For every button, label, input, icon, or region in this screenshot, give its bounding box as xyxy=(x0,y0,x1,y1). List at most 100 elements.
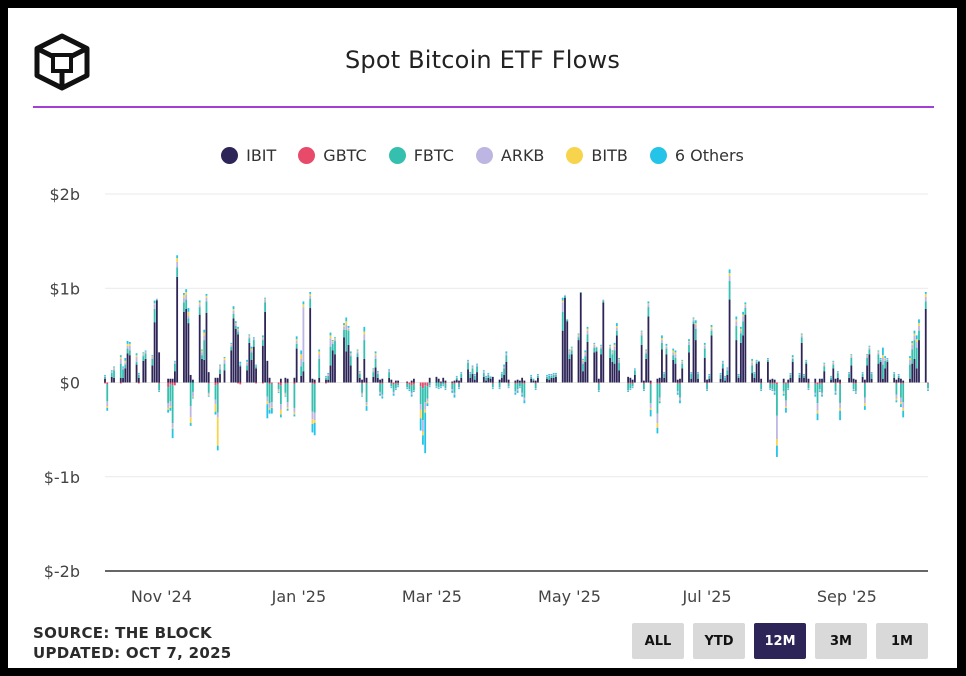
flow-bar-segment xyxy=(334,339,336,342)
flow-bar-segment xyxy=(331,341,334,344)
flow-bar-segment xyxy=(110,371,113,374)
flow-bar-segment xyxy=(158,390,161,391)
flow-bar-segment xyxy=(742,316,745,322)
flow-bar-segment xyxy=(426,401,429,404)
flow-bar-segment xyxy=(135,357,138,362)
flow-bar-segment xyxy=(663,373,666,375)
flow-bar-segment xyxy=(676,379,679,383)
range-button-12m[interactable]: 12M xyxy=(754,623,806,659)
flow-bar-segment xyxy=(444,389,447,391)
flow-bar-segment xyxy=(631,382,634,384)
range-button-all[interactable]: ALL xyxy=(632,623,684,659)
flow-bar-segment xyxy=(374,367,377,383)
flow-bar-segment xyxy=(246,361,248,363)
flow-bar-segment xyxy=(579,292,582,293)
flow-bar-segment xyxy=(356,349,359,351)
flow-bar-segment xyxy=(769,389,772,391)
flow-bar-segment xyxy=(546,376,548,379)
flow-bar-segment xyxy=(126,353,129,383)
flow-bar-segment xyxy=(514,390,517,393)
flow-bar-segment xyxy=(656,423,659,428)
flow-bar-segment xyxy=(207,392,210,395)
flow-bar-segment xyxy=(345,317,348,322)
flow-bar-segment xyxy=(295,343,298,349)
the-block-logo-icon xyxy=(34,33,90,91)
flow-bar-segment xyxy=(302,304,305,308)
flow-bar-segment xyxy=(113,366,115,368)
flow-bar-segment xyxy=(672,350,675,353)
flow-bar-segment xyxy=(219,369,221,375)
flow-bar-segment xyxy=(566,321,569,383)
flow-bar-segment xyxy=(318,351,321,355)
flow-bar-segment xyxy=(128,355,131,383)
flow-bar-segment xyxy=(787,383,790,389)
flow-bar-segment xyxy=(325,382,327,384)
flow-bar-segment xyxy=(176,276,179,383)
flow-bar-segment xyxy=(798,377,801,383)
legend-item-gbtc[interactable]: GBTC xyxy=(298,146,367,165)
legend-item-bitb[interactable]: BITB xyxy=(566,146,628,165)
range-button-ytd[interactable]: YTD xyxy=(693,623,745,659)
flow-bar-segment xyxy=(854,382,857,384)
flow-bar-segment xyxy=(597,378,600,383)
flow-bar-segment xyxy=(537,374,539,375)
flow-bar-segment xyxy=(760,382,763,384)
flow-bar-segment xyxy=(410,394,413,397)
legend-item-fbtc[interactable]: FBTC xyxy=(388,146,454,165)
flow-bar-segment xyxy=(663,377,666,383)
flow-bar-segment xyxy=(442,384,445,386)
flow-bar-segment xyxy=(884,356,887,358)
flow-bar-segment xyxy=(753,373,756,375)
flow-bar-segment xyxy=(453,392,456,395)
flow-bar-segment xyxy=(798,374,801,375)
flow-bar-segment xyxy=(151,355,154,357)
flow-bar-segment xyxy=(397,382,400,384)
flow-bar-segment xyxy=(568,354,571,359)
flow-bar-segment xyxy=(444,388,447,390)
flow-bar-segment xyxy=(868,349,871,355)
flow-bar-segment xyxy=(863,383,866,398)
flow-bar-segment xyxy=(633,370,636,375)
flow-bar-segment xyxy=(546,375,548,377)
range-button-1m[interactable]: 1M xyxy=(876,623,928,659)
flow-bar-segment xyxy=(309,298,312,309)
flow-bar-segment xyxy=(198,307,201,315)
flow-bar-segment xyxy=(189,423,192,426)
flow-bar-segment xyxy=(379,383,381,392)
flow-bar-segment xyxy=(737,375,740,378)
legend-item-6-others[interactable]: 6 Others xyxy=(649,146,744,165)
flow-bar-segment xyxy=(372,368,375,370)
flow-bar-segment xyxy=(830,376,832,378)
flow-bar-segment xyxy=(347,328,350,331)
flow-bar-segment xyxy=(694,325,697,329)
flow-bar-segment xyxy=(482,370,485,372)
flow-bar-segment xyxy=(629,389,632,391)
flow-bar-segment xyxy=(679,383,681,398)
flow-bar-segment xyxy=(597,390,600,391)
flow-bar-segment xyxy=(672,359,675,383)
flow-bar-segment xyxy=(255,366,257,369)
flow-bar-segment xyxy=(694,320,697,324)
flow-bar-segment xyxy=(223,358,226,360)
flow-bar-segment xyxy=(663,372,666,374)
flow-bar-segment xyxy=(329,346,332,366)
flow-bar-segment xyxy=(250,359,253,383)
flow-bar-segment xyxy=(390,386,393,388)
flow-bar-segment xyxy=(205,295,208,298)
flow-bar-segment xyxy=(358,373,361,375)
flow-bar-segment xyxy=(823,362,826,364)
legend-item-ibit[interactable]: IBIT xyxy=(221,146,276,165)
flow-bar-segment xyxy=(870,372,873,374)
y-tick-label: $-1b xyxy=(44,468,80,487)
flow-bar-segment xyxy=(205,297,208,302)
flow-bar-segment xyxy=(363,358,366,383)
flow-bar-segment xyxy=(343,329,345,338)
range-button-3m[interactable]: 3M xyxy=(815,623,867,659)
flow-bar-segment xyxy=(791,358,794,362)
flow-bar-segment xyxy=(201,350,203,353)
flow-bar-segment xyxy=(155,299,158,301)
flow-bar-segment xyxy=(379,393,381,396)
flow-bar-segment xyxy=(674,350,677,353)
legend-item-arkb[interactable]: ARKB xyxy=(475,146,544,165)
flow-bar-segment xyxy=(818,389,821,391)
